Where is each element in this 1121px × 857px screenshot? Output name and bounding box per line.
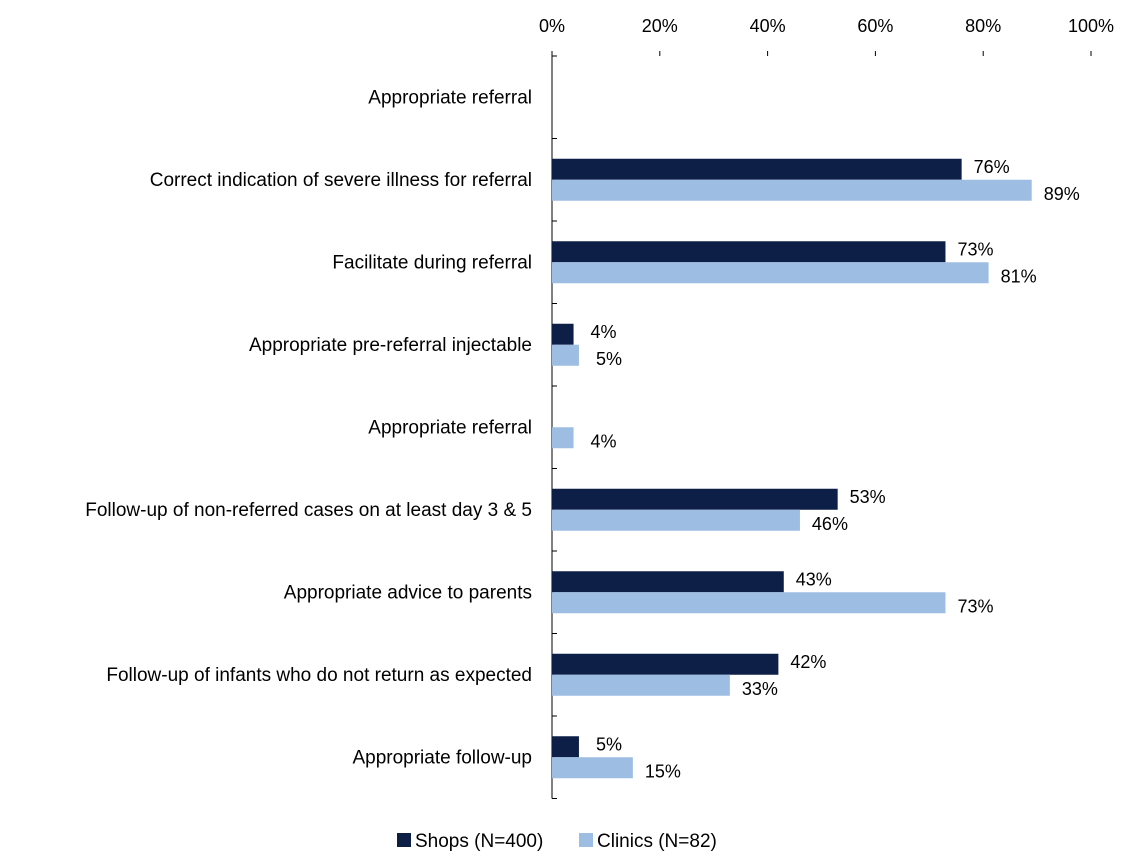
category-label: Appropriate referral [368,87,532,108]
category-label: Facilitate during referral [332,252,532,273]
data-label-clinics: 81% [1001,266,1037,286]
category-label: Appropriate pre-referral injectable [249,335,532,356]
data-label-clinics: 4% [591,431,617,451]
x-tick-label: 20% [642,16,678,36]
data-label-shops: 5% [596,734,622,754]
x-tick-label: 100% [1068,16,1114,36]
data-label-shops: 42% [790,652,826,672]
data-label-shops: 4% [591,322,617,342]
bar-shops [552,736,579,758]
data-label-clinics: 89% [1044,184,1080,204]
bar-shops [552,488,838,510]
bar-shops [552,571,784,593]
legend-swatch-clinics [579,833,593,847]
category-label: Appropriate advice to parents [284,582,532,603]
data-label-clinics: 46% [812,514,848,534]
data-label-clinics: 33% [742,679,778,699]
bar-clinics [552,344,579,366]
bar-clinics [552,674,730,696]
bar-clinics [552,427,574,449]
legend-label-clinics: Clinics (N=82) [597,831,717,852]
category-label: Appropriate follow-up [352,747,532,768]
category-label: Follow-up of infants who do not return a… [106,665,532,686]
x-tick-label: 60% [857,16,893,36]
data-label-clinics: 5% [596,349,622,369]
bar-shops [552,158,962,180]
bar-shops [552,653,779,675]
x-tick-label: 40% [750,16,786,36]
bar-clinics [552,757,633,779]
x-tick-label: 80% [965,16,1001,36]
bar-shops [552,241,946,263]
data-label-clinics: 73% [957,596,993,616]
data-label-shops: 43% [796,569,832,589]
legend-label-shops: Shops (N=400) [415,831,543,852]
category-label: Appropriate referral [368,417,532,438]
legend-swatch-shops [397,833,411,847]
category-label: Correct indication of severe illness for… [150,170,532,191]
bar-shops [552,323,574,345]
data-label-clinics: 15% [645,761,681,781]
data-label-shops: 73% [957,239,993,259]
bar-clinics [552,592,946,614]
x-tick-label: 0% [539,16,565,36]
bar-clinics [552,179,1032,201]
category-label: Follow-up of non-referred cases on at le… [85,500,532,521]
data-label-shops: 53% [850,487,886,507]
bar-clinics [552,509,800,531]
data-label-shops: 76% [974,157,1010,177]
bar-clinics [552,262,989,284]
